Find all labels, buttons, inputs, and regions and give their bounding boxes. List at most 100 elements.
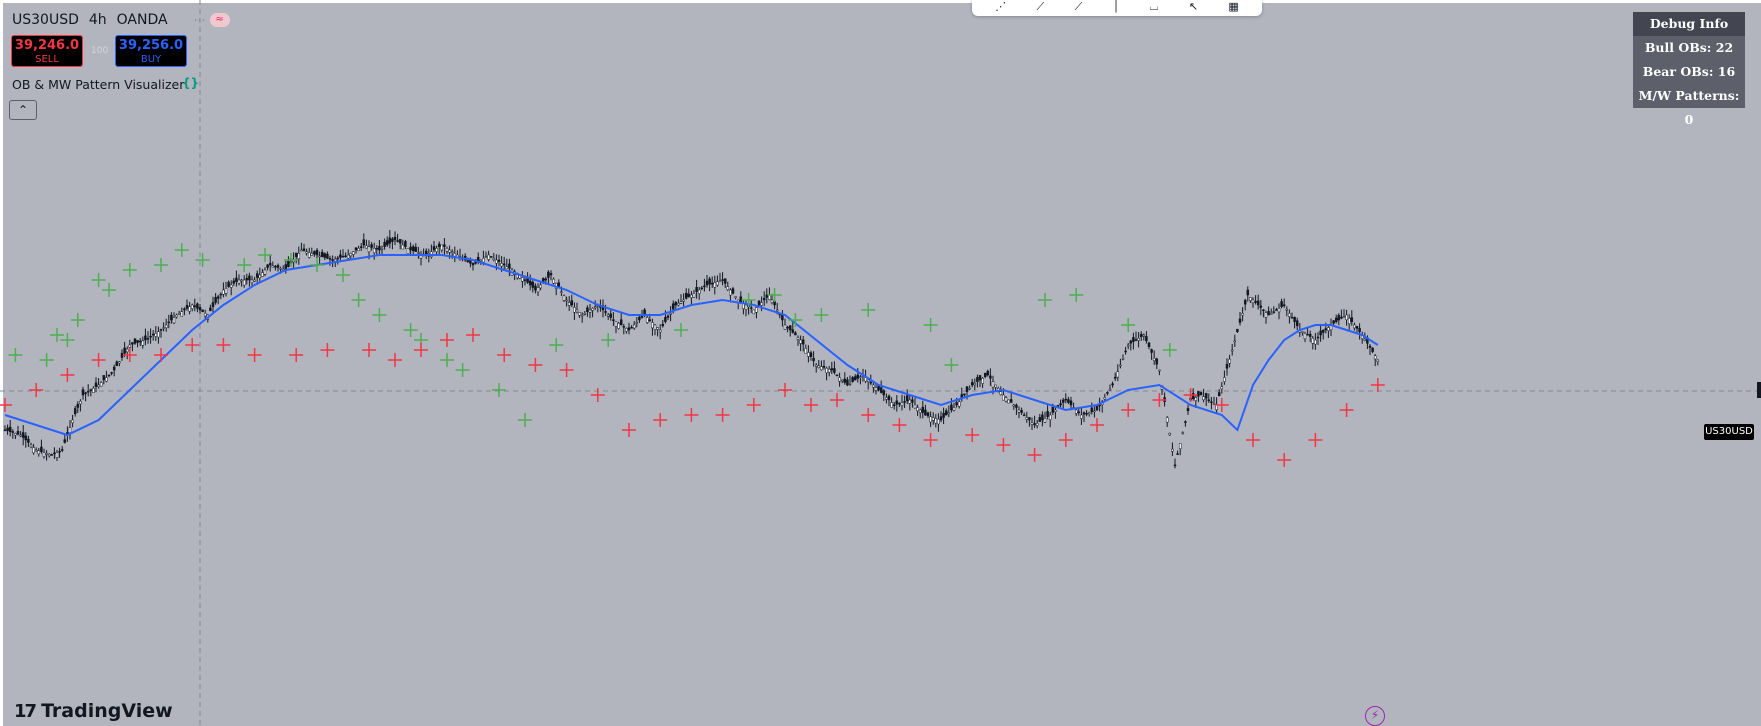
candle-body [791,329,795,333]
bull-ob-marker [788,313,803,327]
trend-line-icon[interactable]: ⟋ [1036,0,1045,13]
buy-button[interactable]: 39,256.0 BUY [115,35,187,67]
cursor-icon[interactable]: ↖ [1188,0,1199,13]
candle-body [302,248,306,252]
drag-handle-icon[interactable]: ⋰ [995,0,1007,13]
bear-ob-marker [320,343,335,357]
grid-icon[interactable]: ▦ [1228,0,1239,13]
candle-body [443,244,446,247]
candle-body [859,376,862,378]
logo-text: TradingView [41,700,173,722]
lightning-icon[interactable]: ⚡ [1365,706,1385,726]
candle-body [1002,394,1005,401]
bear-ob-marker [559,363,574,377]
candle-body [1272,311,1276,313]
symbol-name[interactable]: US30USD [12,12,79,28]
candle-body [1009,399,1013,403]
indicator-name[interactable]: OB & MW Pattern Visualizer [12,77,185,92]
candle-body [450,251,454,253]
timeframe[interactable]: 4h [88,12,107,28]
source-code-icon[interactable]: {} [182,76,200,90]
path-icon[interactable]: ⌴ [1149,0,1159,13]
candle-body [835,374,839,377]
candle-body [409,246,412,251]
candle-body [814,364,818,367]
candle-body [315,249,319,256]
candle-body [1064,398,1068,401]
candle-body [612,319,615,321]
candle-body [378,246,381,251]
overlay-badge[interactable]: ≈ [209,13,230,27]
candle-body [151,333,155,336]
candle-body [138,340,142,343]
bear-ob-marker [804,398,818,412]
candle-body [796,337,800,340]
candle-body [1251,299,1255,304]
drawing-toolbar[interactable]: ⋰ ⟋ ⟋ │ ⌴ ↖ ▦ [972,0,1262,16]
candle-body [783,324,787,330]
candle-body [734,296,737,298]
candle-body [1285,308,1289,311]
ray-icon[interactable]: ⟋ [1074,0,1083,13]
vertical-line-icon[interactable]: │ [1112,0,1120,13]
bear-ob-marker [861,408,876,422]
candle-body [245,277,249,281]
candle-body [235,277,238,282]
sell-button[interactable]: 39,246.0 SELL [11,35,83,67]
candle-body [1267,311,1270,316]
candle-body [180,311,184,317]
candle-body [648,319,652,321]
bull-ob-marker [861,303,876,317]
candle-body [1275,309,1278,311]
candle-body [492,258,496,261]
candle-body [528,280,532,286]
candle-body [1074,409,1078,414]
candle-body [500,263,503,267]
candle-body [1321,329,1325,333]
candle-body [567,302,571,306]
candle-body [1311,338,1315,344]
candle-body [708,278,711,285]
bear-ob-marker [1308,433,1323,447]
candle-body [744,304,748,310]
candle-body [963,393,966,396]
price-scale-symbol-label[interactable]: US30USD [1704,424,1754,440]
candle-body [661,323,665,327]
candle-body [801,339,805,345]
candle-body [965,386,969,392]
candle-body [84,392,87,394]
candle-body [362,239,366,246]
candle-body [445,248,449,252]
candle-body [879,387,883,393]
bull-ob-marker [336,268,350,282]
tradingview-logo[interactable]: 17 TradingView [14,700,173,722]
candle-body [926,412,930,417]
candle-body [1061,399,1065,403]
collapse-legend-button[interactable]: ⌃ [9,100,37,120]
candle-body [237,279,241,284]
candle-body [1376,359,1380,362]
candle-body [918,409,922,413]
candle-body [1217,392,1221,397]
symbol-legend[interactable]: US30USD 4h OANDA ⋯ ≈ [12,10,230,30]
candle-body [367,246,371,253]
more-dots-icon[interactable]: ⋯ [193,13,206,27]
candle-body [1191,393,1195,400]
candle-body [372,248,376,254]
bull-ob-marker [1069,288,1084,302]
candle-body [1098,404,1101,407]
bull-ob-marker [518,413,532,427]
candle-body [328,257,332,260]
candle-body [118,361,121,364]
candle-body [1134,339,1138,341]
candle-body [1355,326,1359,329]
candle-body [60,449,64,451]
bear-ob-marker [414,343,428,357]
candle-body [898,402,901,405]
candle-body [216,296,220,299]
candle-body [775,309,779,312]
candle-body [955,402,958,406]
candle-body [1080,414,1083,419]
sell-label: SELL [35,54,59,65]
